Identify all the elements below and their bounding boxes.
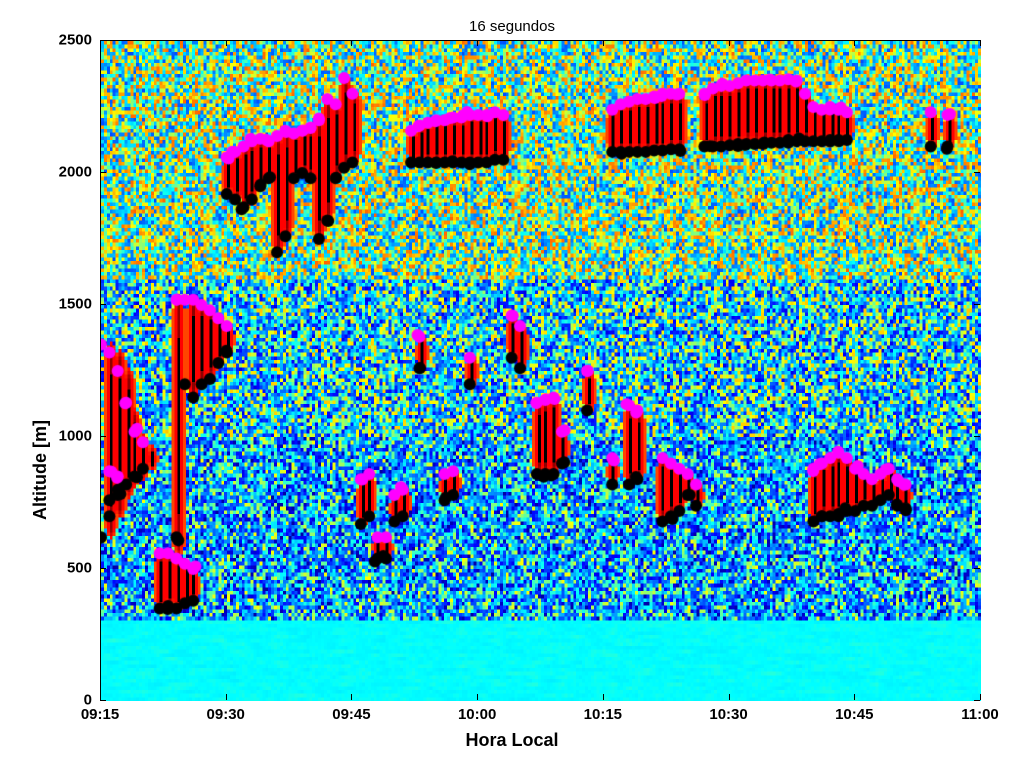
ytick-mark (974, 172, 980, 173)
xtick-mark (226, 694, 227, 700)
xtick-mark (603, 694, 604, 700)
y-axis-label: Altitude [m] (30, 420, 51, 520)
ytick-mark (100, 172, 106, 173)
xtick-mark (477, 40, 478, 46)
ytick-mark (100, 436, 106, 437)
ytick-mark (100, 700, 106, 701)
xtick-mark (477, 694, 478, 700)
xtick-label: 09:30 (207, 706, 245, 723)
xtick-mark (603, 40, 604, 46)
ytick-mark (100, 568, 106, 569)
xtick-mark (729, 40, 730, 46)
scatter-canvas (101, 41, 981, 701)
xtick-label: 09:15 (81, 706, 119, 723)
xtick-label: 10:45 (835, 706, 873, 723)
xtick-mark (854, 694, 855, 700)
ytick-mark (974, 304, 980, 305)
ytick-label: 500 (67, 560, 92, 577)
xtick-label: 10:15 (584, 706, 622, 723)
ytick-label: 1000 (59, 428, 92, 445)
ytick-label: 2000 (59, 164, 92, 181)
xtick-label: 11:00 (961, 706, 999, 723)
xtick-mark (729, 694, 730, 700)
xtick-mark (351, 694, 352, 700)
ytick-mark (974, 700, 980, 701)
ytick-mark (100, 304, 106, 305)
xtick-mark (980, 40, 981, 46)
xtick-label: 09:45 (332, 706, 370, 723)
xtick-mark (854, 40, 855, 46)
x-axis-label: Hora Local (0, 730, 1024, 751)
ytick-label: 2500 (59, 32, 92, 49)
ytick-label: 0 (84, 692, 92, 709)
xtick-mark (980, 694, 981, 700)
ytick-mark (974, 568, 980, 569)
ytick-label: 1500 (59, 296, 92, 313)
figure: 16 segundos Altitude [m] Hora Local 09:1… (0, 0, 1024, 768)
ytick-mark (974, 40, 980, 41)
xtick-label: 10:00 (458, 706, 496, 723)
ytick-mark (974, 436, 980, 437)
ytick-mark (100, 40, 106, 41)
chart-title: 16 segundos (0, 18, 1024, 35)
xtick-mark (226, 40, 227, 46)
plot-area (100, 40, 980, 700)
xtick-mark (351, 40, 352, 46)
xtick-label: 10:30 (709, 706, 747, 723)
